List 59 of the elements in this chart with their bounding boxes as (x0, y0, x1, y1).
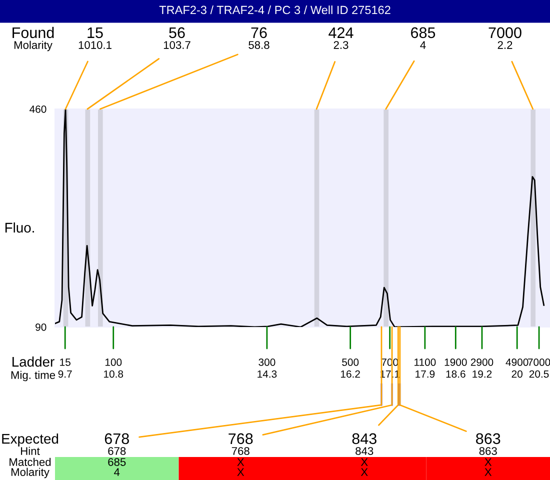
annotation: 300 (258, 358, 276, 366)
text: 843 (356, 447, 374, 455)
text: 685 (411, 27, 436, 38)
text: 4 (114, 468, 120, 476)
annotation: 1010.1 (78, 41, 112, 49)
annotation: 4900 (506, 358, 528, 366)
text: 76 (251, 27, 267, 38)
text: Matched (10, 458, 51, 466)
text: Found (12, 26, 54, 38)
annotation: 768 (228, 433, 253, 444)
annotation: 2.2 (498, 41, 512, 49)
annotation: 103.7 (164, 41, 190, 49)
text: 768 (232, 447, 250, 455)
chart-title: TRAF2-3 / TRAF2-4 / PC 3 / Well ID 275162 (159, 6, 390, 14)
annotation: 4 (420, 41, 426, 49)
x-tick-label: 20.5 (529, 370, 549, 378)
text: 678 (108, 447, 126, 455)
text: Ladder (12, 356, 54, 367)
x-tick-label: 9.7 (58, 370, 72, 378)
text: X (360, 458, 368, 466)
annotation: 2.3 (334, 41, 348, 49)
text: 685 (108, 458, 126, 466)
text: X (360, 468, 368, 476)
line-series (55, 109, 545, 327)
text: Hint (21, 446, 40, 455)
text: 424 (328, 27, 354, 38)
y-tick-label: 90 (36, 324, 46, 331)
text: Mig. time (11, 370, 56, 382)
text: X (237, 468, 244, 476)
text: Expected (2, 434, 58, 446)
annotation: 15 (60, 358, 70, 366)
text: X (484, 458, 492, 466)
text: X (237, 458, 244, 466)
x-tick-label: 17.9 (416, 370, 435, 378)
y-axis-title: Fluo. (5, 222, 34, 233)
y-tick-label: 460 (30, 106, 46, 113)
x-tick-label: 10.8 (104, 370, 124, 378)
x-tick-label: 18.6 (446, 370, 466, 378)
annotation: 58.8 (248, 41, 270, 49)
text: 7000 (488, 27, 522, 38)
text: 863 (479, 447, 497, 455)
text: 56 (169, 27, 185, 38)
annotation: 863 (476, 433, 500, 444)
x-tick-label: 19.2 (472, 370, 492, 378)
annotation: 500 (342, 358, 359, 366)
text: X (484, 468, 492, 476)
annotation: 1100 (414, 358, 436, 366)
x-tick-label: 20 (512, 370, 522, 378)
x-tick-label: 16.2 (340, 370, 360, 378)
annotation: 1900 (444, 358, 467, 366)
annotation: 100 (105, 358, 122, 366)
annotation: 843 (352, 433, 376, 444)
text: Molarity (11, 468, 50, 478)
annotation: 7000 (528, 358, 550, 366)
text: Molarity (14, 40, 52, 52)
x-tick-label: 14.3 (258, 370, 277, 378)
annotation: 2900 (470, 358, 494, 366)
text: 15 (88, 27, 103, 38)
annotation: 678 (104, 433, 129, 444)
